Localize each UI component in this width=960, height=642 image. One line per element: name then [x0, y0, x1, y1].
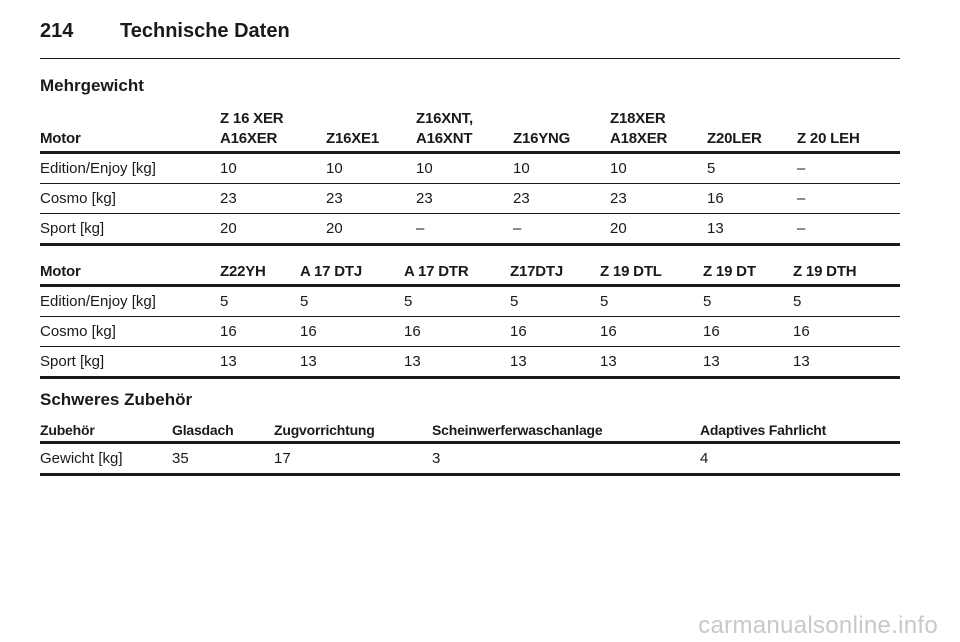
- table-row: Gewicht [kg] 35 17 3 4: [40, 443, 900, 475]
- table-cell: 35: [172, 450, 189, 467]
- column-header: Z20LER: [707, 130, 762, 147]
- column-header: Zubehör: [40, 422, 95, 438]
- table-row: Sport [kg] 13 13 13 13 13 13 13: [40, 347, 900, 378]
- table-cell: 16: [707, 190, 724, 207]
- table-row: Sport [kg] 20 20 – – 20 13 –: [40, 214, 900, 245]
- table-cell: 20: [220, 220, 237, 237]
- table-cell: 23: [513, 190, 530, 207]
- column-header: Motor: [40, 263, 81, 280]
- table-cell: 5: [703, 293, 712, 310]
- row-label: Edition/Enjoy [kg]: [40, 293, 156, 310]
- row-label: Cosmo [kg]: [40, 323, 116, 340]
- table-cell: 5: [600, 293, 609, 310]
- section-heading-schweres-zubehoer: Schweres Zubehör: [40, 390, 193, 409]
- column-header: Z 19 DTL: [600, 263, 662, 280]
- table-cell: 10: [610, 160, 627, 177]
- page-title: Technische Daten: [120, 20, 290, 42]
- table-cell: –: [416, 220, 425, 237]
- table-cell: 17: [274, 450, 291, 467]
- table-cell: 20: [326, 220, 343, 237]
- watermark: carmanualsonline.info: [698, 612, 938, 639]
- table-cell: –: [797, 190, 806, 207]
- column-header: Glasdach: [172, 422, 234, 438]
- table-cell: 3: [432, 450, 441, 467]
- table-cell: 4: [700, 450, 709, 467]
- row-label: Gewicht [kg]: [40, 450, 123, 467]
- table-cell: 16: [404, 323, 421, 340]
- page-header: 214 Technische Daten: [40, 18, 900, 58]
- column-header: A 17 DTR: [404, 263, 469, 280]
- table-cell: 16: [510, 323, 527, 340]
- table-header-row: Motor Z22YH A 17 DTJ A 17 DTR Z17DTJ Z 1…: [40, 258, 900, 286]
- table-cell: 13: [793, 353, 810, 370]
- mehrgewicht-table-1: Motor Z 16 XER A16XER Z16XE1 Z16XNT, A16XN…: [40, 106, 900, 246]
- table-cell: 13: [300, 353, 317, 370]
- column-header: Z16YNG: [513, 130, 571, 147]
- column-header: Z16XNT, A16XNT: [416, 110, 473, 147]
- table-cell: 13: [707, 220, 724, 237]
- table-cell: 16: [300, 323, 317, 340]
- table-cell: 5: [404, 293, 413, 310]
- table-cell: 10: [416, 160, 433, 177]
- column-header: Z22YH: [220, 263, 266, 280]
- table-cell: 5: [300, 293, 309, 310]
- column-header: Z18XER A18XER: [610, 110, 668, 147]
- table-cell: 5: [510, 293, 519, 310]
- column-header: Zugvorrichtung: [274, 422, 375, 438]
- table-header-row: Motor Z 16 XER A16XER Z16XE1 Z16XNT, A16XN…: [40, 106, 900, 153]
- table-row: Cosmo [kg] 16 16 16 16 16 16 16: [40, 317, 900, 347]
- column-header: Z 19 DT: [703, 263, 756, 280]
- table-cell: 10: [220, 160, 237, 177]
- table-cell: 13: [404, 353, 421, 370]
- column-header: Z 19 DTH: [793, 263, 857, 280]
- table-cell: –: [513, 220, 522, 237]
- table-header-row: Zubehör Glasdach Zugvorrichtung Scheinwe…: [40, 419, 900, 443]
- table-row: Cosmo [kg] 23 23 23 23 23 16 –: [40, 184, 900, 214]
- table-cell: –: [797, 220, 806, 237]
- column-header: Z17DTJ: [510, 263, 563, 280]
- table-cell: 13: [703, 353, 720, 370]
- column-header: Z 20 LEH: [797, 130, 860, 147]
- table-cell: 16: [600, 323, 617, 340]
- page-number: 214: [40, 20, 74, 42]
- zubehoer-table: Zubehör Glasdach Zugvorrichtung Scheinwe…: [40, 419, 900, 476]
- column-header: Adaptives Fahrlicht: [700, 422, 827, 438]
- table-cell: 13: [600, 353, 617, 370]
- row-label: Edition/Enjoy [kg]: [40, 160, 156, 177]
- table-cell: 20: [610, 220, 627, 237]
- table-cell: 16: [703, 323, 720, 340]
- table-cell: 10: [513, 160, 530, 177]
- table-row: Edition/Enjoy [kg] 10 10 10 10 10 5 –: [40, 153, 900, 184]
- column-header: Z 16 XER A16XER: [220, 110, 284, 147]
- table-cell: 13: [510, 353, 527, 370]
- table-cell: 16: [220, 323, 237, 340]
- table-cell: 23: [416, 190, 433, 207]
- table-cell: 5: [707, 160, 716, 177]
- table-cell: 23: [220, 190, 237, 207]
- table-cell: 23: [326, 190, 343, 207]
- table-cell: 5: [220, 293, 229, 310]
- table-cell: 5: [793, 293, 802, 310]
- table-row: Edition/Enjoy [kg] 5 5 5 5 5 5 5: [40, 286, 900, 317]
- table-cell: 10: [326, 160, 343, 177]
- column-header: A 17 DTJ: [300, 263, 363, 280]
- column-header: Z16XE1: [326, 130, 379, 147]
- table-cell: –: [797, 160, 806, 177]
- table-cell: 16: [793, 323, 810, 340]
- mehrgewicht-table-2: Motor Z22YH A 17 DTJ A 17 DTR Z17DTJ Z 1…: [40, 258, 900, 379]
- row-label: Cosmo [kg]: [40, 190, 116, 207]
- header-divider: [40, 58, 900, 59]
- column-header: Motor: [40, 130, 81, 147]
- table-cell: 23: [610, 190, 627, 207]
- row-label: Sport [kg]: [40, 220, 105, 237]
- section-heading-mehrgewicht: Mehrgewicht: [40, 76, 144, 95]
- column-header: Scheinwerferwaschanlage: [432, 422, 603, 438]
- row-label: Sport [kg]: [40, 353, 105, 370]
- table-cell: 13: [220, 353, 237, 370]
